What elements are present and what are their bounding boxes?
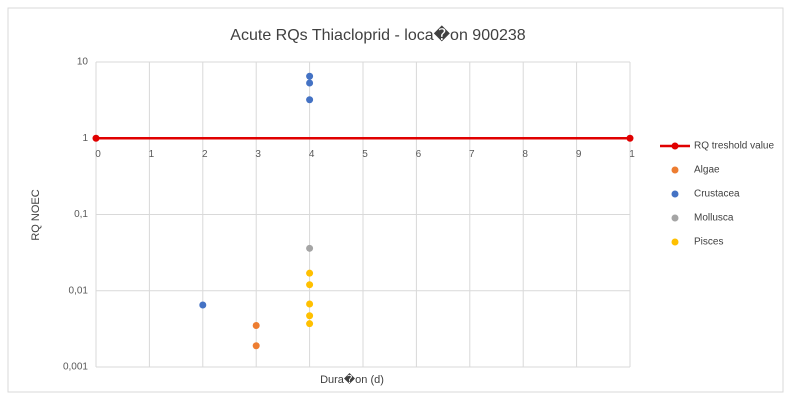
data-point — [252, 342, 260, 350]
legend-marker — [671, 238, 679, 246]
x-axis-label: Dura�on (d) — [320, 372, 384, 386]
data-point — [252, 322, 260, 330]
y-tick-label: 0,1 — [74, 209, 88, 220]
legend-marker — [671, 214, 679, 222]
x-tick-label: 7 — [469, 149, 475, 160]
data-point — [306, 244, 314, 252]
data-point — [306, 96, 314, 104]
chart-title: Acute RQs Thiacloprid - loca�on 900238 — [230, 25, 525, 44]
y-axis-label: RQ NOEC — [30, 189, 42, 240]
data-point — [92, 134, 100, 142]
y-tick-label: 10 — [77, 57, 89, 68]
data-point — [306, 300, 314, 308]
x-tick-label: 0 — [95, 149, 101, 160]
data-point — [306, 320, 314, 328]
chart-area — [7, 7, 784, 393]
legend-label: Crustacea — [694, 189, 740, 200]
x-tick-label: 5 — [362, 149, 368, 160]
legend-label: RQ treshold value — [694, 141, 774, 152]
x-tick-label: 1 — [629, 149, 635, 160]
y-tick-label: 1 — [82, 133, 88, 144]
data-point — [306, 269, 314, 277]
legend-label: Algae — [694, 165, 720, 176]
x-tick-label: 2 — [202, 149, 208, 160]
legend-marker — [671, 166, 679, 174]
data-point — [306, 72, 314, 80]
legend-label: Pisces — [694, 237, 723, 248]
x-tick-label: 3 — [255, 149, 261, 160]
x-tick-label: 4 — [309, 149, 315, 160]
data-point — [306, 281, 314, 289]
y-tick-label: 0,001 — [63, 362, 88, 373]
data-point — [199, 301, 207, 309]
legend-marker — [671, 142, 679, 150]
x-tick-label: 8 — [522, 149, 528, 160]
x-tick-label: 1 — [149, 149, 155, 160]
data-point — [306, 312, 314, 320]
x-tick-label: 9 — [576, 149, 582, 160]
x-tick-label: 6 — [416, 149, 422, 160]
data-point — [626, 134, 634, 142]
legend-marker — [671, 190, 679, 198]
data-point — [306, 79, 314, 87]
y-tick-label: 0,01 — [69, 285, 89, 296]
legend-label: Mollusca — [694, 213, 734, 224]
